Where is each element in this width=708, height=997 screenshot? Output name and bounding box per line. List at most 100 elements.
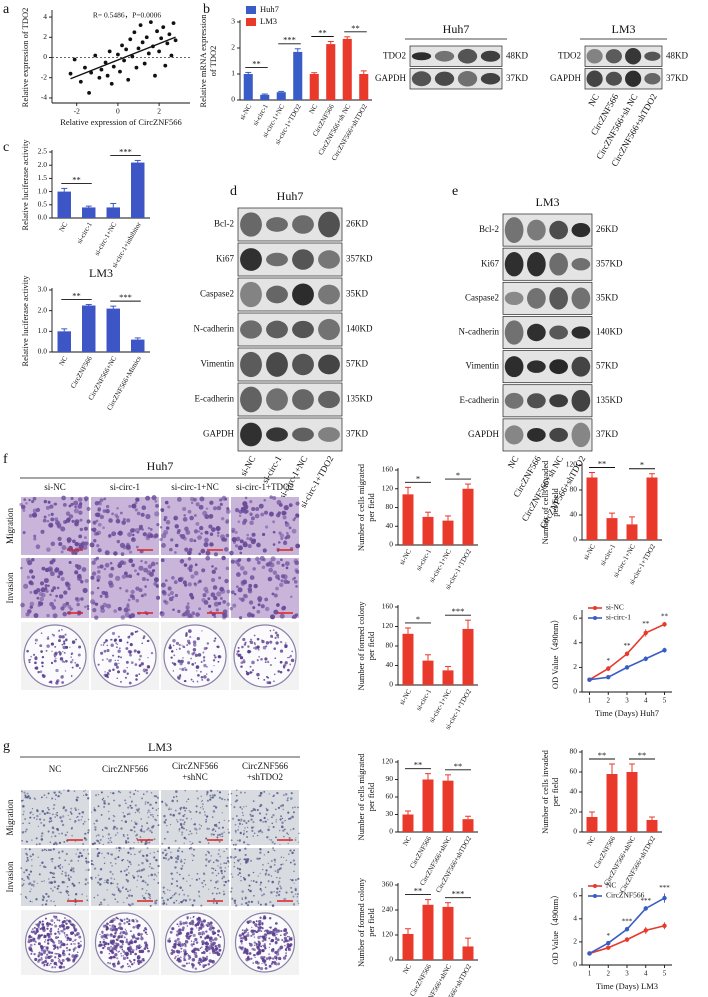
colony	[200, 671, 202, 673]
cell	[108, 534, 111, 537]
marker	[606, 945, 610, 949]
cell	[127, 852, 129, 854]
significance: ***	[119, 292, 132, 302]
colony	[28, 939, 30, 941]
y-tick-label: 6	[573, 890, 577, 899]
cell	[184, 810, 186, 812]
cell	[132, 534, 134, 536]
cell	[169, 807, 170, 808]
cell	[251, 830, 253, 832]
cell	[278, 807, 280, 809]
cell	[260, 804, 263, 807]
bar	[260, 95, 269, 100]
cell	[91, 878, 93, 880]
cell	[226, 590, 230, 594]
cell	[244, 848, 246, 850]
cell	[242, 815, 244, 817]
cell	[260, 888, 262, 890]
colony	[146, 934, 147, 935]
cell	[260, 849, 261, 850]
cell	[138, 864, 140, 866]
cell	[196, 805, 198, 807]
cell	[50, 900, 52, 902]
cell	[49, 594, 51, 596]
cell	[87, 605, 90, 608]
point	[149, 20, 153, 24]
blot-row-label: GAPDH	[550, 73, 582, 83]
colony	[107, 645, 109, 647]
cell	[192, 860, 193, 861]
cell	[274, 870, 276, 872]
cell	[141, 798, 143, 800]
cell	[48, 792, 50, 794]
colony	[117, 936, 120, 939]
cell	[43, 519, 47, 523]
colony	[179, 668, 180, 669]
cell	[98, 548, 102, 552]
cell	[261, 831, 263, 833]
colony	[192, 920, 194, 922]
cell	[152, 569, 155, 572]
cell	[202, 800, 204, 802]
cell	[103, 806, 105, 808]
cell	[110, 792, 111, 793]
cell	[145, 803, 147, 805]
cell	[176, 885, 178, 887]
cell	[251, 815, 253, 817]
cell	[135, 812, 137, 814]
cell	[176, 900, 177, 901]
cell	[129, 904, 131, 906]
cell	[78, 809, 79, 810]
cell	[248, 820, 250, 822]
cell	[239, 616, 242, 619]
cell	[128, 813, 131, 816]
cell	[120, 827, 122, 829]
cell	[254, 584, 258, 588]
point	[87, 91, 91, 95]
cell	[117, 832, 119, 834]
cell	[199, 878, 201, 880]
colony	[101, 931, 104, 934]
colony	[193, 943, 195, 945]
cell	[243, 858, 245, 860]
cell	[112, 792, 114, 794]
cell	[130, 613, 135, 618]
colony	[191, 679, 193, 681]
cell	[97, 848, 99, 850]
colony	[198, 917, 201, 920]
blot-row-label: Vimentin	[466, 361, 500, 371]
point	[73, 58, 77, 62]
cell	[264, 854, 265, 855]
colony	[249, 952, 252, 955]
cell	[75, 853, 77, 855]
cell	[250, 860, 252, 862]
cell	[36, 810, 38, 812]
colony	[277, 670, 280, 673]
cell	[281, 856, 282, 857]
cell	[128, 599, 131, 602]
colony	[266, 681, 269, 684]
colony	[291, 659, 295, 663]
cell	[39, 592, 43, 596]
cell	[177, 529, 181, 533]
cell	[230, 607, 233, 610]
column-label: +shTDO2	[247, 772, 283, 782]
legend-label: LM3	[260, 16, 277, 26]
cell	[42, 904, 44, 906]
colony	[216, 951, 219, 954]
colony	[103, 925, 106, 928]
cell	[184, 821, 186, 823]
cell	[70, 811, 72, 813]
colony	[54, 953, 56, 955]
colony	[255, 961, 258, 964]
cell	[100, 839, 102, 841]
cell	[172, 814, 175, 817]
colony	[54, 660, 57, 663]
cell	[193, 899, 195, 901]
cell	[54, 816, 56, 818]
cell	[161, 843, 163, 845]
cell	[281, 606, 285, 610]
colony	[66, 934, 68, 936]
colony	[182, 929, 185, 932]
cell	[108, 518, 113, 523]
